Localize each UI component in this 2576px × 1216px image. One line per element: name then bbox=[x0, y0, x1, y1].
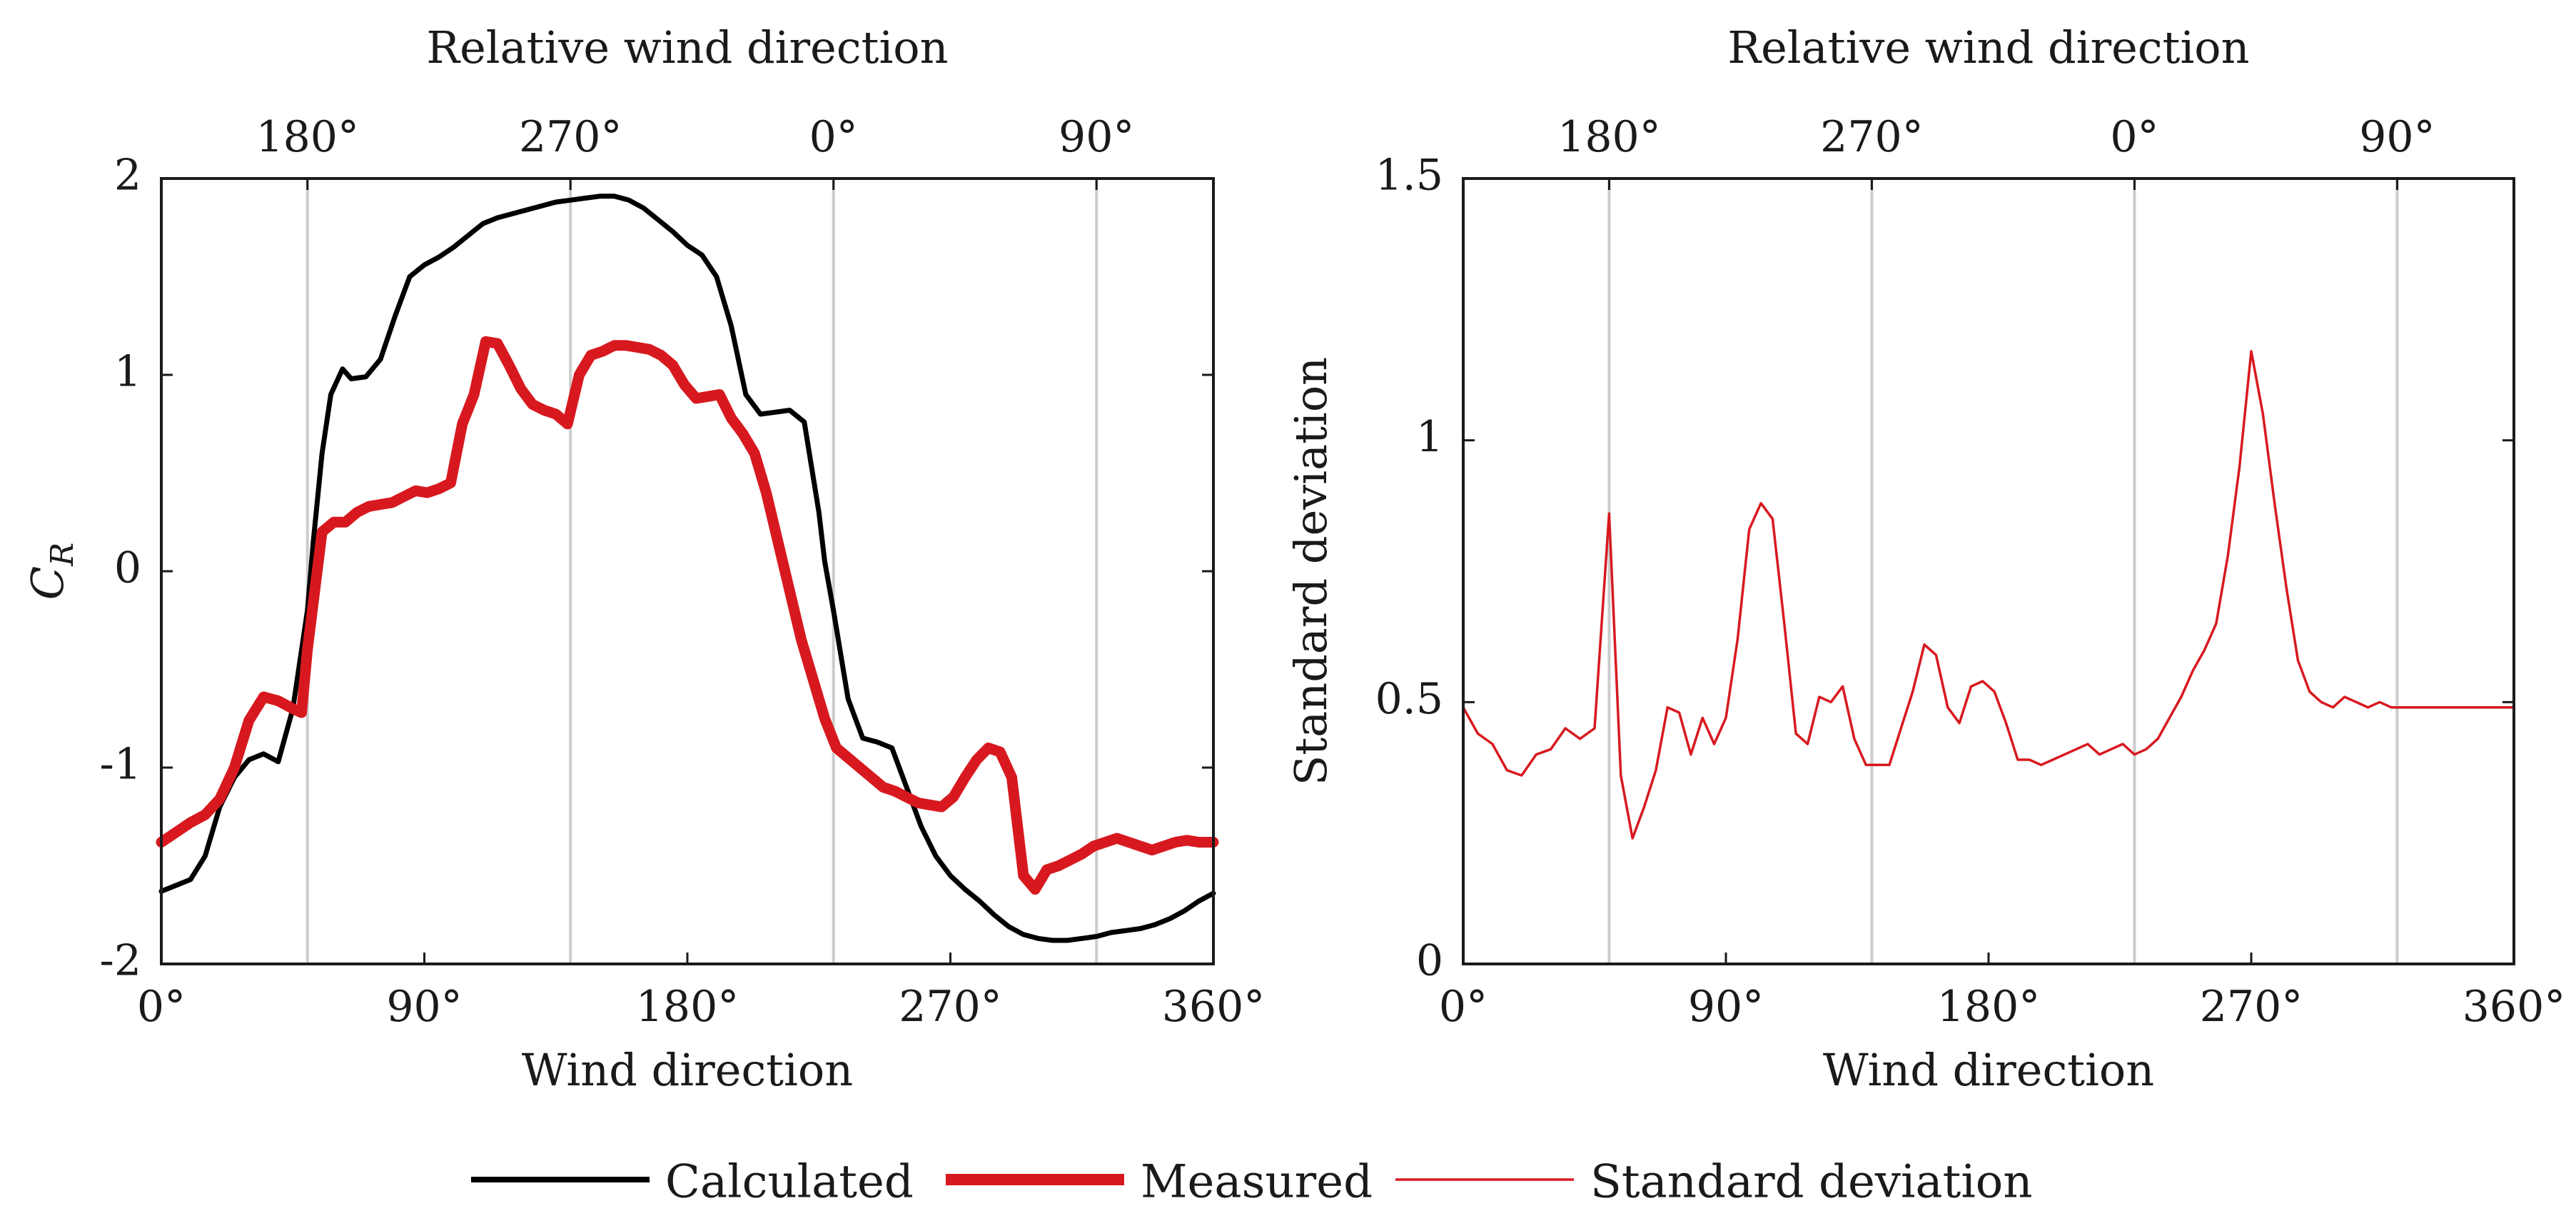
legend-label-measured: Measured bbox=[1141, 1156, 1373, 1209]
left-top-tick-label-2: 0° bbox=[809, 112, 858, 162]
chart-left: 0° 90° 180° 270° 360° 180° 270° 0° 90° -2 -1 0 1 2 Win… bbox=[21, 21, 1265, 1096]
left-yaxis-title-main: C bbox=[21, 566, 74, 600]
left-ytick-label-3: 1 bbox=[114, 347, 141, 397]
right-xtick-label-0: 0° bbox=[1439, 982, 1487, 1032]
right-top-tick-label-1: 270° bbox=[1820, 112, 1924, 162]
left-yaxis-title-sub: R bbox=[44, 543, 81, 567]
right-xtick-label-3: 270° bbox=[2200, 982, 2303, 1032]
left-top-tick-label-1: 270° bbox=[519, 112, 622, 162]
left-xtick-label-3: 270° bbox=[899, 982, 1002, 1032]
legend: Calculated Measured Standard deviation bbox=[471, 1156, 2033, 1209]
right-ytick-label-3: 1.5 bbox=[1375, 151, 1443, 201]
right-ytick-label-1: 0.5 bbox=[1375, 674, 1443, 724]
right-xtick-label-4: 360° bbox=[2463, 982, 2566, 1032]
right-plot-frame bbox=[1462, 177, 2515, 965]
left-xtick-label-0: 0° bbox=[137, 982, 186, 1032]
left-top-tick-label-3: 90° bbox=[1059, 112, 1134, 162]
left-yaxis-title: CR bbox=[21, 543, 81, 601]
right-top-tick-label-3: 90° bbox=[2359, 112, 2435, 162]
left-top-axis-title: Relative wind direction bbox=[426, 21, 948, 74]
left-series-measured bbox=[156, 336, 1219, 895]
right-xaxis-title: Wind direction bbox=[1823, 1044, 2154, 1096]
legend-label-std-dev: Standard deviation bbox=[1590, 1156, 2033, 1209]
left-xtick-label-4: 360° bbox=[1162, 982, 1266, 1032]
left-ytick-label-2: 0 bbox=[114, 543, 141, 593]
left-ytick-label-0: -2 bbox=[100, 936, 141, 986]
right-series-std-dev bbox=[1462, 350, 2515, 840]
left-top-tick-label-0: 180° bbox=[256, 112, 359, 162]
left-series-calculated bbox=[158, 194, 1216, 943]
right-ytick-label-0: 0 bbox=[1416, 936, 1443, 986]
left-xtick-label-2: 180° bbox=[636, 982, 739, 1032]
legend-label-calculated: Calculated bbox=[665, 1156, 914, 1209]
right-top-tick-label-2: 0° bbox=[2110, 112, 2158, 162]
right-top-axis-title: Relative wind direction bbox=[1727, 21, 2249, 74]
left-ytick-label-4: 2 bbox=[114, 151, 141, 201]
right-xtick-label-1: 90° bbox=[1688, 982, 1764, 1032]
right-top-tick-label-0: 180° bbox=[1557, 112, 1661, 162]
right-yaxis-title: Standard deviation bbox=[1285, 357, 1337, 785]
chart-right: 0° 90° 180° 270° 360° 180° 270° 0° 90° 0 0.5 1 1.5 Wi… bbox=[1285, 21, 2565, 1096]
left-xtick-label-1: 90° bbox=[386, 982, 462, 1032]
right-xtick-label-2: 180° bbox=[1937, 982, 2041, 1032]
right-ytick-label-2: 1 bbox=[1416, 412, 1443, 462]
left-ytick-label-1: -1 bbox=[100, 740, 141, 790]
left-xaxis-title: Wind direction bbox=[522, 1044, 853, 1096]
